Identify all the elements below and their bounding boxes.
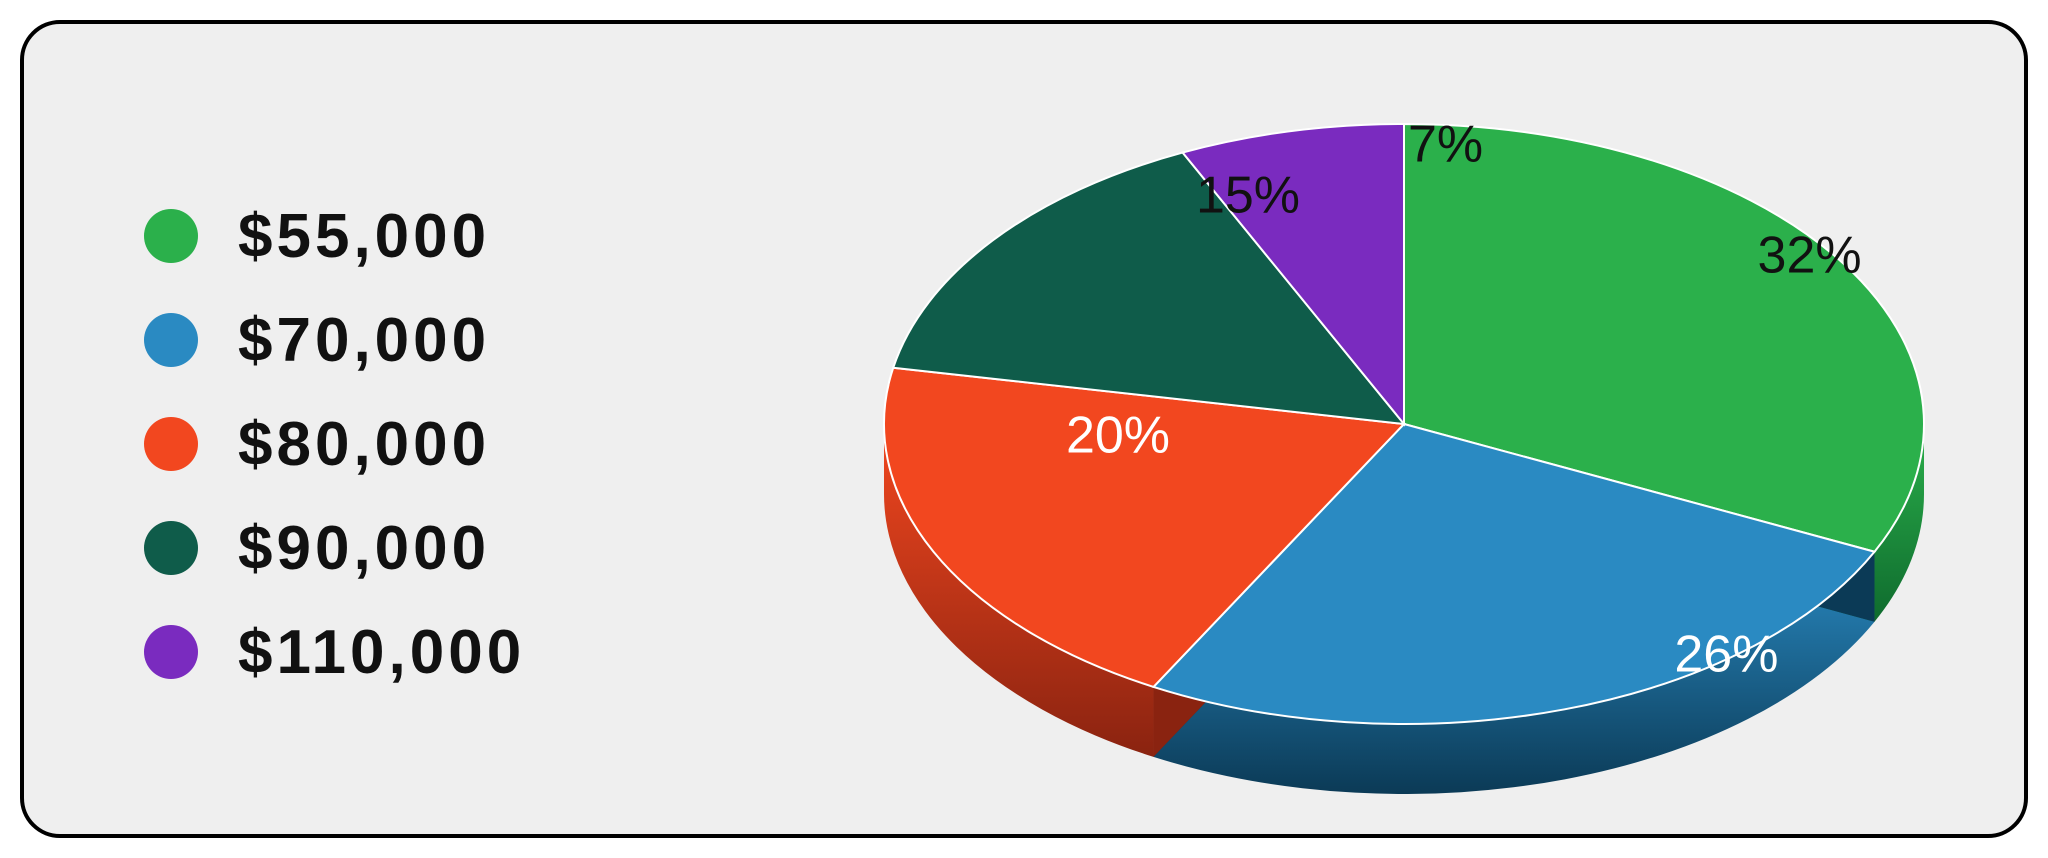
legend-row: $80,000 (144, 392, 525, 496)
legend-swatch (144, 209, 198, 263)
slice-pct-label: 32% (1758, 227, 1862, 285)
legend-label: $90,000 (238, 513, 490, 584)
legend-row: $110,000 (144, 600, 525, 704)
legend-label: $110,000 (238, 617, 525, 688)
pie-chart: 32% 26% 20% 15% 7% (764, 64, 2004, 824)
chart-card: $55,000 $70,000 $80,000 $90,000 $110,000 32%… (20, 20, 2028, 838)
slice-pct-label: 7% (1408, 116, 1483, 174)
legend-swatch (144, 625, 198, 679)
slice-pct-label: 20% (1066, 407, 1170, 465)
legend-swatch (144, 313, 198, 367)
legend-row: $90,000 (144, 496, 525, 600)
legend-row: $70,000 (144, 288, 525, 392)
legend-row: $55,000 (144, 184, 525, 288)
legend-swatch (144, 521, 198, 575)
slice-pct-label: 15% (1196, 167, 1300, 225)
legend-swatch (144, 417, 198, 471)
legend: $55,000 $70,000 $80,000 $90,000 $110,000 (144, 184, 525, 704)
legend-label: $70,000 (238, 305, 490, 376)
legend-label: $80,000 (238, 409, 490, 480)
slice-pct-label: 26% (1674, 626, 1778, 684)
legend-label: $55,000 (238, 201, 490, 272)
